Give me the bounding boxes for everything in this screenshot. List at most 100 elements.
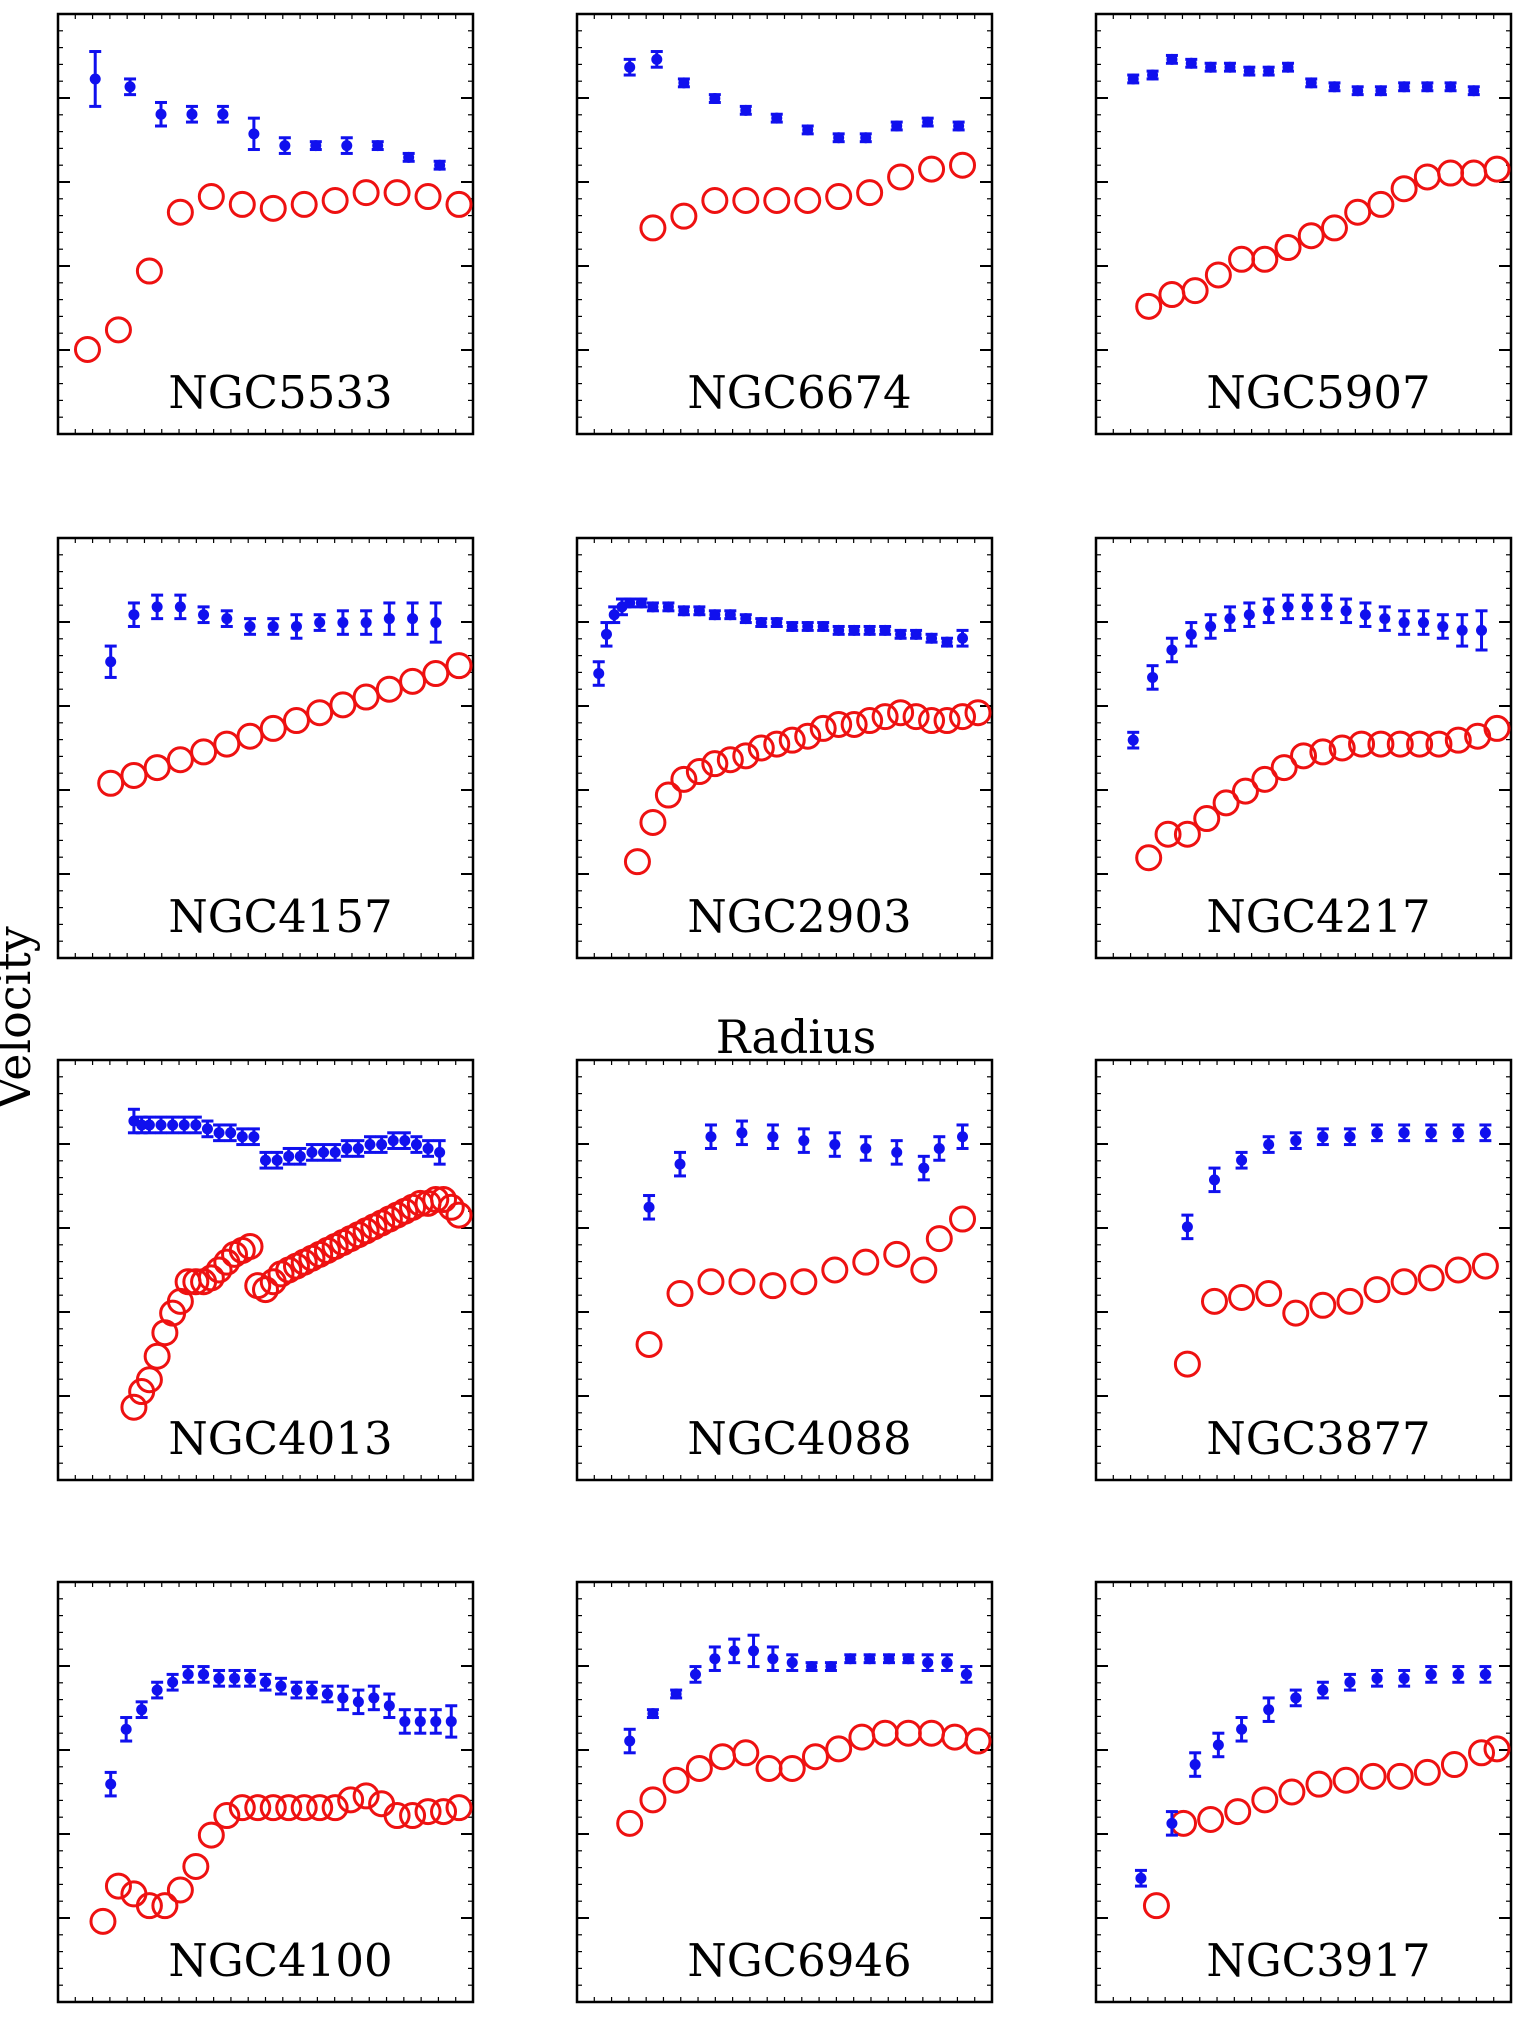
observed-point [1317,1131,1329,1143]
model-point [1309,738,1337,766]
observed-point [430,1715,442,1727]
model-point [352,1782,380,1810]
model-point [352,179,380,207]
observed-point [337,1692,349,1704]
model-point [1320,214,1348,242]
observed-point [1236,1154,1248,1166]
panel-ngc6946: NGC6946 [575,1580,994,2004]
panel-title: NGC4100 [168,1934,392,1987]
observed-point [922,1657,934,1669]
observed-point [1263,605,1275,617]
model-point [918,1719,946,1747]
observed-point [1185,57,1197,69]
observed-point [833,624,845,636]
model-point [290,190,318,218]
model-point [321,186,349,214]
observed-point [1344,1676,1356,1688]
panel-ngc3877: NGC3877 [1094,1058,1513,1482]
observed-point [608,609,620,621]
model-point [120,1393,148,1421]
model-point [1406,730,1434,758]
observed-point [941,636,953,648]
model-point [763,730,791,758]
observed-point [244,1672,256,1684]
observed-point [1375,85,1387,97]
model-point [1251,765,1279,793]
panel-ngc3917: NGC3917 [1094,1580,1513,2004]
model-point [104,1872,132,1900]
observed-point [1147,671,1159,683]
model-point [236,1232,264,1260]
model-point [1158,281,1186,309]
model-point [809,714,837,742]
model-point [1255,1280,1283,1308]
model-point [135,257,163,285]
observed-point [1205,620,1217,632]
observed-point [883,1653,895,1665]
model-point [1305,1770,1333,1798]
observed-point [201,1123,213,1135]
observed-point [786,1657,798,1669]
observed-point [957,632,969,644]
observed-point [651,53,663,65]
observed-point [624,61,636,73]
observed-point [1224,613,1236,625]
model-point [1344,198,1372,226]
model-point [1181,277,1209,305]
observed-point [724,609,736,621]
observed-point [1189,1759,1201,1771]
model-point [228,1794,256,1822]
observed-point [120,1723,132,1735]
model-point [1386,730,1414,758]
model-point [1228,1283,1256,1311]
model-point [166,746,194,774]
observed-point [190,1119,202,1131]
observed-point [802,620,814,632]
observed-point [1212,1739,1224,1751]
model-point [282,707,310,735]
panel-title: NGC5533 [168,366,392,419]
model-point [794,722,822,750]
model-point [848,1723,876,1751]
model-point [259,714,287,742]
observed-point [833,132,845,144]
observed-point [829,1139,841,1151]
observed-point [957,1131,969,1143]
model-point [135,1892,163,1920]
model-point [445,190,473,218]
observed-point [267,620,279,632]
model-point [856,707,884,735]
model-point [1251,245,1279,273]
observed-point [213,1672,225,1684]
observed-point [960,1668,972,1680]
observed-point [1127,734,1139,746]
observed-point [624,1735,636,1747]
observed-point [1263,65,1275,77]
observed-point [926,632,938,644]
model-point [1367,730,1395,758]
model-point [1154,820,1182,848]
observed-point [891,120,903,132]
model-point [1359,1762,1387,1790]
model-point [166,1876,194,1904]
model-point [949,703,977,731]
model-point [654,781,682,809]
observed-point [151,1684,163,1696]
observed-point [318,1146,330,1158]
model-point [925,1225,953,1253]
observed-point [1340,605,1352,617]
model-point [1328,734,1356,762]
observed-point [848,624,860,636]
model-point [1204,261,1232,289]
model-point [666,1280,694,1308]
model-point [1173,1350,1201,1378]
observed-point [1452,1127,1464,1139]
observed-point [1379,613,1391,625]
model-point [290,1794,318,1822]
model-point [422,1185,450,1213]
model-point [259,1794,287,1822]
observed-point [825,1661,837,1673]
panel-ngc4088: NGC4088 [575,1058,994,1482]
model-point [383,1802,411,1830]
model-point [639,808,667,836]
